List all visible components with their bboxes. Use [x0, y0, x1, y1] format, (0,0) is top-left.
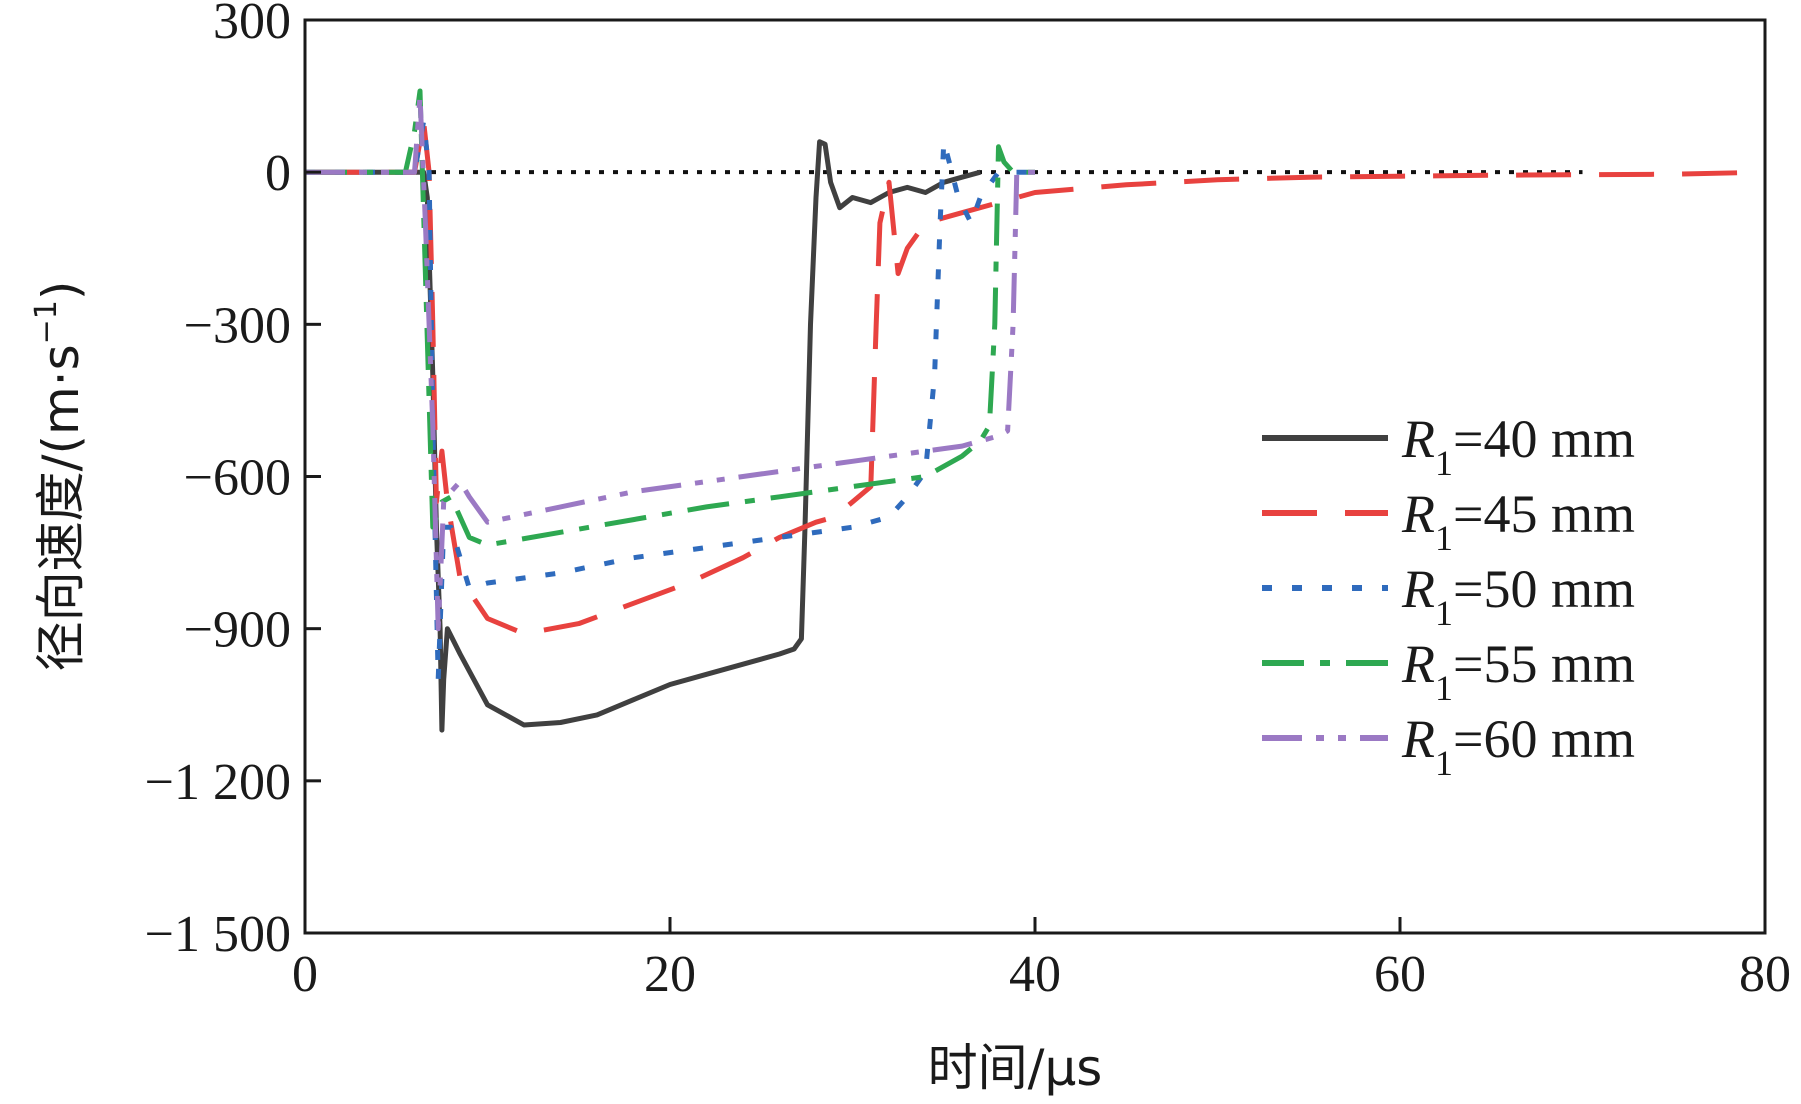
- legend-value: =45 mm: [1453, 484, 1635, 544]
- series-layer: [305, 88, 1766, 733]
- series-line-3: [305, 118, 1035, 682]
- legend-symbol: R: [1401, 559, 1435, 619]
- legend-subscript: 1: [1435, 518, 1453, 558]
- svg-text:径向速度/(m·s−1): 径向速度/(m·s−1): [29, 281, 90, 672]
- legend-symbol: R: [1401, 484, 1435, 544]
- plot-area-frame: [303, 18, 1767, 935]
- y-tick-label: −1 500: [145, 906, 291, 963]
- tick-layer: 0 20 40 60 80 300 0 −300 −600 −900 −1 200 −1 500: [145, 0, 1791, 1003]
- x-tick-label: 60: [1374, 946, 1426, 1003]
- legend-subscript: 1: [1435, 443, 1453, 483]
- y-tick-label: 300: [213, 0, 291, 50]
- x-tick-label: 80: [1739, 946, 1791, 1003]
- y-tick-label: −600: [184, 450, 291, 507]
- x-tick-label: 40: [1009, 946, 1061, 1003]
- x-axis-title: 时间/μs: [928, 1039, 1103, 1097]
- legend-value: =60 mm: [1453, 709, 1635, 769]
- legend-label-4: R1=55 mm: [1401, 634, 1635, 708]
- y-tick-label: −300: [184, 297, 291, 354]
- y-axis-title: 径向速度/(m·s−1): [29, 281, 90, 672]
- legend-subscript: 1: [1435, 743, 1453, 783]
- x-tick-label: 20: [644, 946, 696, 1003]
- series-line-5: [305, 93, 1035, 632]
- legend-symbol: R: [1401, 634, 1435, 694]
- legend-value: =50 mm: [1453, 559, 1635, 619]
- legend-label-3: R1=50 mm: [1401, 559, 1635, 633]
- legend-value: =55 mm: [1453, 634, 1635, 694]
- y-axis-title-text: 径向速度/(m·s: [32, 344, 90, 671]
- series-line-2: [305, 118, 1766, 637]
- legend-value: =40 mm: [1453, 409, 1635, 469]
- y-tick-label: −900: [184, 602, 291, 659]
- y-axis-title-close: ): [32, 281, 90, 301]
- y-axis-title-superscript: −1: [29, 300, 64, 344]
- legend-symbol: R: [1401, 409, 1435, 469]
- legend-label-5: R1=60 mm: [1401, 709, 1635, 783]
- legend-subscript: 1: [1435, 593, 1453, 633]
- legend-label-2: R1=45 mm: [1401, 484, 1635, 558]
- x-tick-label: 0: [292, 946, 318, 1003]
- legend-symbol: R: [1401, 709, 1435, 769]
- y-tick-label: −1 200: [145, 754, 291, 811]
- legend-subscript: 1: [1435, 668, 1453, 708]
- y-tick-label: 0: [265, 145, 291, 202]
- series-line-1: [305, 139, 981, 733]
- series-line-4: [305, 88, 1035, 548]
- legend-label-1: R1=40 mm: [1401, 409, 1635, 483]
